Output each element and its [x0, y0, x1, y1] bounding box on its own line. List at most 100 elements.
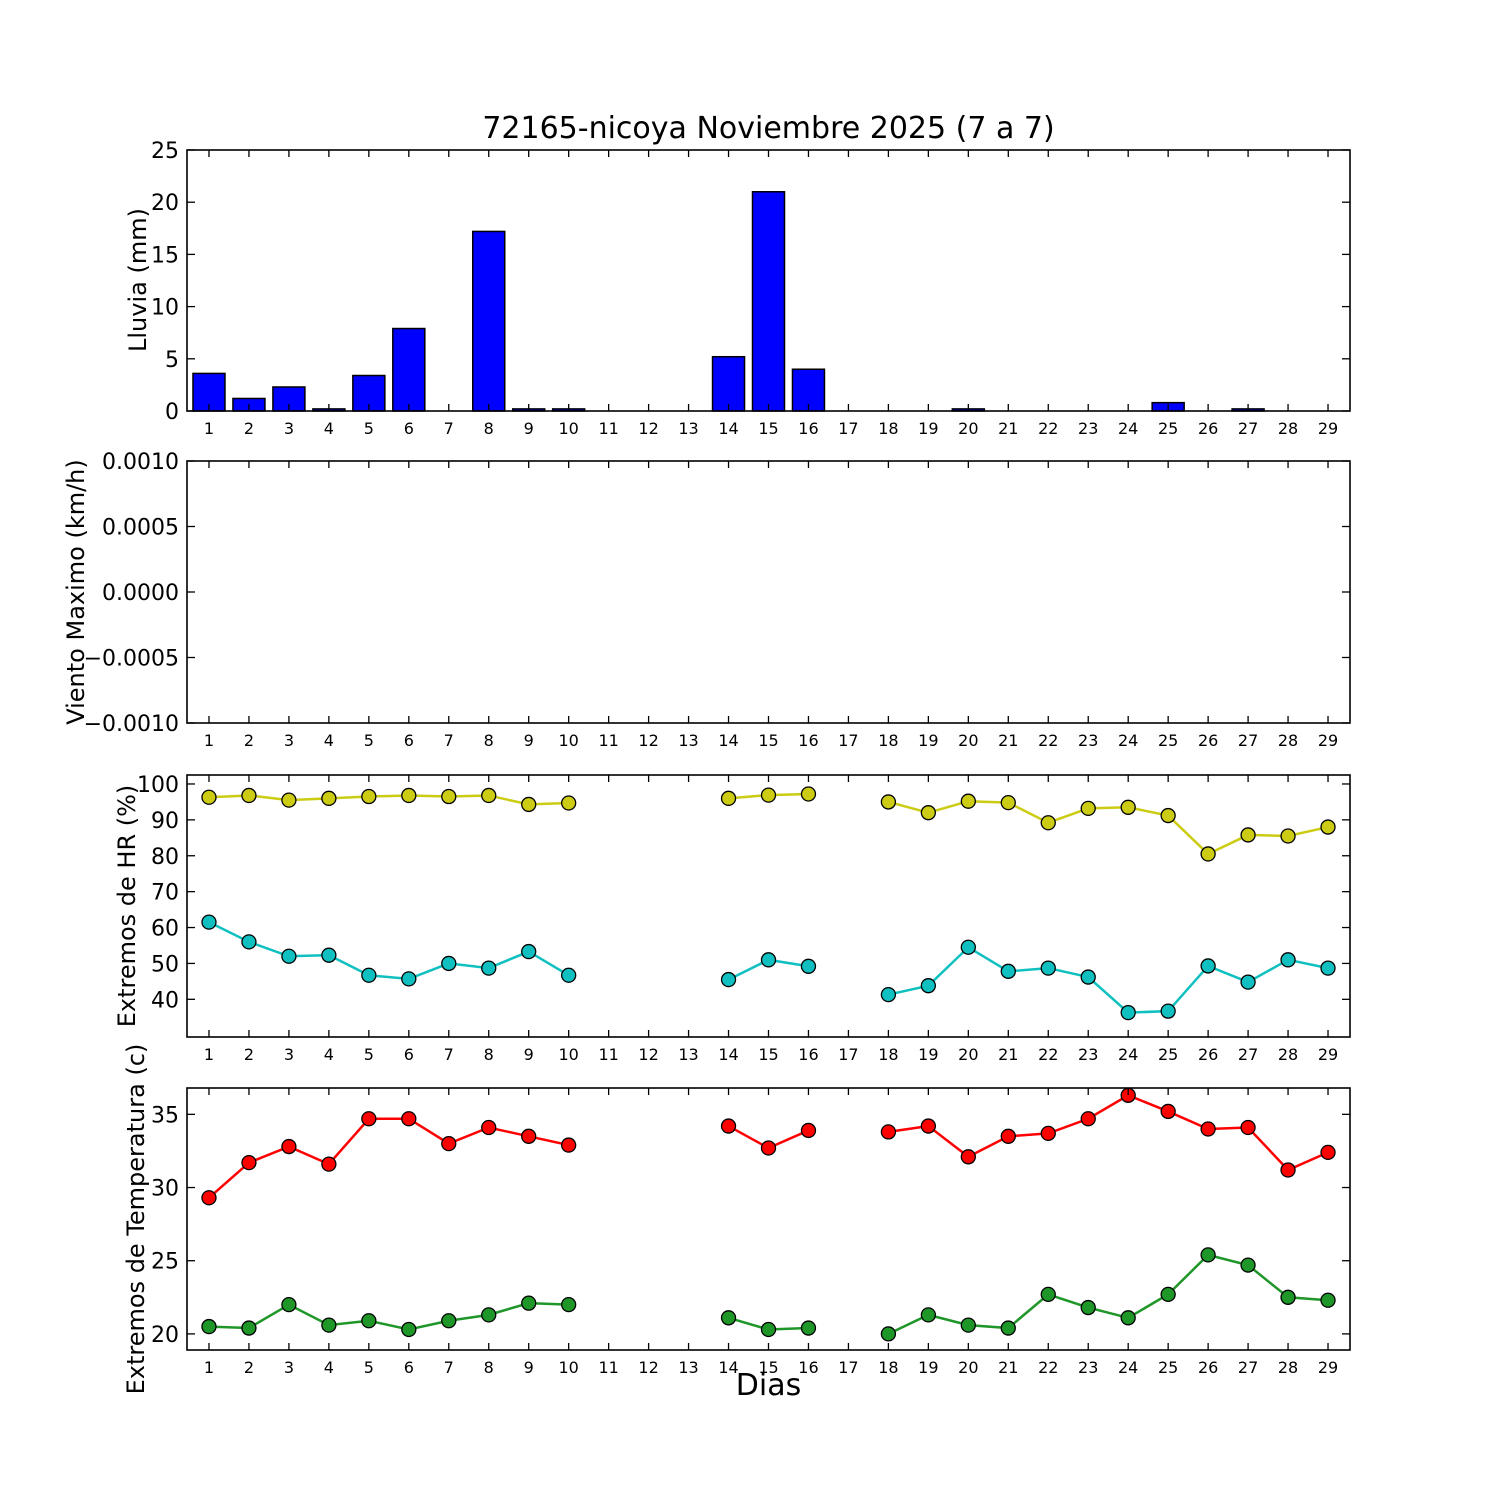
svg-text:9: 9	[524, 731, 534, 750]
svg-text:5: 5	[364, 419, 374, 438]
svg-text:11: 11	[598, 1045, 618, 1064]
svg-text:16: 16	[798, 419, 818, 438]
svg-text:25: 25	[151, 139, 179, 164]
svg-text:27: 27	[1238, 731, 1258, 750]
svg-text:14: 14	[718, 1358, 738, 1377]
svg-text:22: 22	[1038, 1045, 1058, 1064]
svg-text:40: 40	[151, 988, 179, 1013]
figure-title: 72165-nicoya Noviembre 2025 (7 a 7)	[482, 111, 1055, 146]
svg-text:1: 1	[204, 1045, 214, 1064]
svg-text:8: 8	[484, 731, 494, 750]
svg-text:24: 24	[1118, 419, 1138, 438]
svg-text:21: 21	[998, 1045, 1018, 1064]
svg-text:4: 4	[324, 1045, 334, 1064]
svg-text:6: 6	[404, 731, 414, 750]
svg-text:28: 28	[1278, 731, 1298, 750]
svg-text:2: 2	[244, 419, 254, 438]
svg-text:−0.0005: −0.0005	[84, 647, 179, 672]
svg-text:19: 19	[918, 1045, 938, 1064]
svg-text:8: 8	[484, 1358, 494, 1377]
svg-text:50: 50	[151, 952, 179, 977]
svg-text:3: 3	[284, 1358, 294, 1377]
svg-text:6: 6	[404, 1358, 414, 1377]
svg-text:20: 20	[151, 191, 179, 216]
svg-text:21: 21	[998, 1358, 1018, 1377]
svg-text:14: 14	[718, 1045, 738, 1064]
svg-text:17: 17	[838, 1045, 858, 1064]
svg-text:15: 15	[758, 731, 778, 750]
svg-text:10: 10	[558, 1045, 578, 1064]
svg-text:25: 25	[151, 1250, 179, 1275]
svg-text:18: 18	[878, 1045, 898, 1064]
svg-text:9: 9	[524, 1045, 534, 1064]
svg-text:20: 20	[958, 419, 978, 438]
svg-text:12: 12	[638, 731, 658, 750]
svg-text:11: 11	[598, 419, 618, 438]
svg-text:11: 11	[598, 731, 618, 750]
svg-text:26: 26	[1198, 731, 1218, 750]
viento-empty-chart: 1 2 3 4 5 6 7 8 9 10 11 12 13 14 15 16 17 18 19 20 21 22 23 24 2…	[84, 450, 1351, 750]
svg-text:29: 29	[1318, 1045, 1338, 1064]
svg-text:21: 21	[998, 731, 1018, 750]
svg-text:28: 28	[1278, 1045, 1298, 1064]
svg-text:16: 16	[798, 731, 818, 750]
svg-text:17: 17	[838, 1358, 858, 1377]
hr-line-chart: 1 2 3 4 5 6 7 8 9 10 11 12 13 14 15 16 17 18 19 20 21 22 23 24 2…	[137, 773, 1351, 1064]
svg-text:17: 17	[838, 731, 858, 750]
svg-text:20: 20	[958, 1045, 978, 1064]
svg-text:5: 5	[364, 1045, 374, 1064]
svg-text:7: 7	[444, 731, 454, 750]
svg-text:4: 4	[324, 731, 334, 750]
svg-text:29: 29	[1318, 419, 1338, 438]
svg-text:23: 23	[1078, 1045, 1098, 1064]
svg-text:11: 11	[598, 1358, 618, 1377]
svg-text:19: 19	[918, 1358, 938, 1377]
svg-text:35: 35	[151, 1103, 179, 1128]
svg-text:18: 18	[878, 731, 898, 750]
svg-text:5: 5	[364, 1358, 374, 1377]
svg-text:90: 90	[151, 809, 179, 834]
svg-text:0.0005: 0.0005	[102, 516, 179, 541]
svg-text:6: 6	[404, 1045, 414, 1064]
svg-text:14: 14	[718, 731, 738, 750]
xlabel-dias: Dias	[735, 1368, 802, 1403]
svg-text:8: 8	[484, 419, 494, 438]
svg-text:7: 7	[444, 1045, 454, 1064]
svg-text:10: 10	[558, 1358, 578, 1377]
svg-text:1: 1	[204, 419, 214, 438]
svg-text:10: 10	[151, 296, 179, 321]
svg-text:13: 13	[678, 1045, 698, 1064]
svg-text:0: 0	[165, 400, 179, 425]
svg-text:24: 24	[1118, 1045, 1138, 1064]
svg-text:60: 60	[151, 917, 179, 942]
svg-text:25: 25	[1158, 419, 1178, 438]
svg-text:17: 17	[838, 419, 858, 438]
svg-text:12: 12	[638, 1358, 658, 1377]
svg-text:20: 20	[958, 731, 978, 750]
svg-text:15: 15	[151, 243, 179, 268]
svg-text:1: 1	[204, 1358, 214, 1377]
svg-text:5: 5	[364, 731, 374, 750]
svg-text:22: 22	[1038, 1358, 1058, 1377]
svg-text:1: 1	[204, 731, 214, 750]
svg-text:15: 15	[758, 1358, 778, 1377]
svg-text:10: 10	[558, 419, 578, 438]
svg-text:−0.0010: −0.0010	[84, 712, 179, 737]
svg-text:9: 9	[524, 1358, 534, 1377]
svg-text:23: 23	[1078, 419, 1098, 438]
svg-text:26: 26	[1198, 1358, 1218, 1377]
svg-text:100: 100	[137, 773, 179, 798]
svg-text:2: 2	[244, 1358, 254, 1377]
svg-text:18: 18	[878, 1358, 898, 1377]
svg-text:26: 26	[1198, 1045, 1218, 1064]
svg-text:29: 29	[1318, 731, 1338, 750]
svg-text:2: 2	[244, 731, 254, 750]
svg-text:30: 30	[151, 1177, 179, 1202]
svg-text:20: 20	[958, 1358, 978, 1377]
svg-text:24: 24	[1118, 731, 1138, 750]
svg-text:6: 6	[404, 419, 414, 438]
svg-text:16: 16	[798, 1358, 818, 1377]
svg-text:19: 19	[918, 731, 938, 750]
lluvia-bar-chart: 1 2 3 4 5 6 7 8 9 10 11 12 13 14 15 16 17 18 19 20 21 22 23 24 2…	[151, 139, 1351, 438]
